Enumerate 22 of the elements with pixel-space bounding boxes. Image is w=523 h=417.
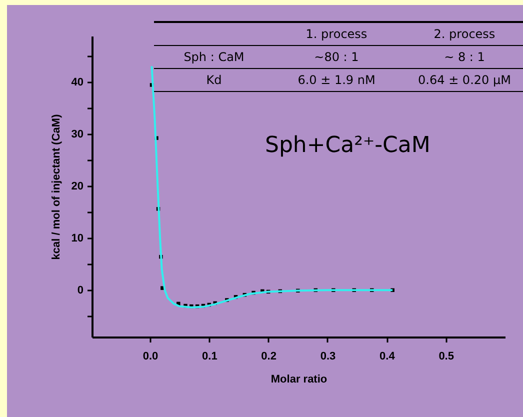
x-tick-label: 0.2	[261, 350, 276, 362]
annotation: 1. process	[304, 27, 368, 41]
x-tick-label: 0.4	[380, 350, 396, 362]
x-tick-label: 0.0	[142, 350, 158, 362]
annotation: Sph+Ca²⁺-CaM	[265, 133, 430, 158]
annotation: 0.64 ± 0.20 µM	[417, 73, 512, 87]
y-tick-label: 40	[71, 76, 84, 88]
annotation: Sph : CaM	[182, 50, 246, 64]
annotation: Kd	[205, 73, 223, 87]
y-tick-label: 10	[71, 232, 84, 245]
y-axis-title: kcal / mol of injectant (CaM)	[50, 114, 62, 260]
annotation: ~ 8 : 1	[443, 50, 486, 64]
annotation: 2. process	[432, 27, 496, 41]
x-tick-label: 0.3	[320, 350, 336, 362]
y-tick-label: 0	[77, 284, 84, 297]
y-tick-label: 30	[71, 128, 84, 140]
x-axis-title: Molar ratio	[270, 374, 328, 386]
annotation: ~80 : 1	[313, 50, 360, 64]
x-tick-label: 0.5	[438, 350, 454, 362]
x-tick-label: 0.1	[202, 350, 218, 362]
y-tick-label: 20	[71, 180, 84, 192]
annotation: 6.0 ± 1.9 nM	[296, 73, 376, 87]
